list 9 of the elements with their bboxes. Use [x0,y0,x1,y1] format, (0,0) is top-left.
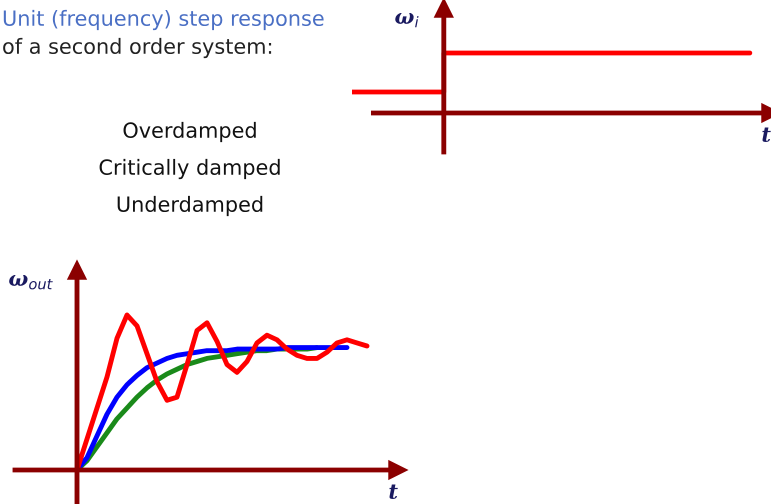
text: Unit (frequency) step response [4,10,324,30]
text: Overdamped [124,122,256,142]
y-axis-title: ω$_{out}$ [9,274,53,290]
x-axis-title: t [389,484,398,499]
text: of a second order system: [3,38,272,58]
text: Underdamped [118,196,262,216]
text: Critically damped [100,158,280,180]
x-axis-title: t [762,127,771,142]
y-axis-title: ω$_{i}$ [395,12,419,28]
